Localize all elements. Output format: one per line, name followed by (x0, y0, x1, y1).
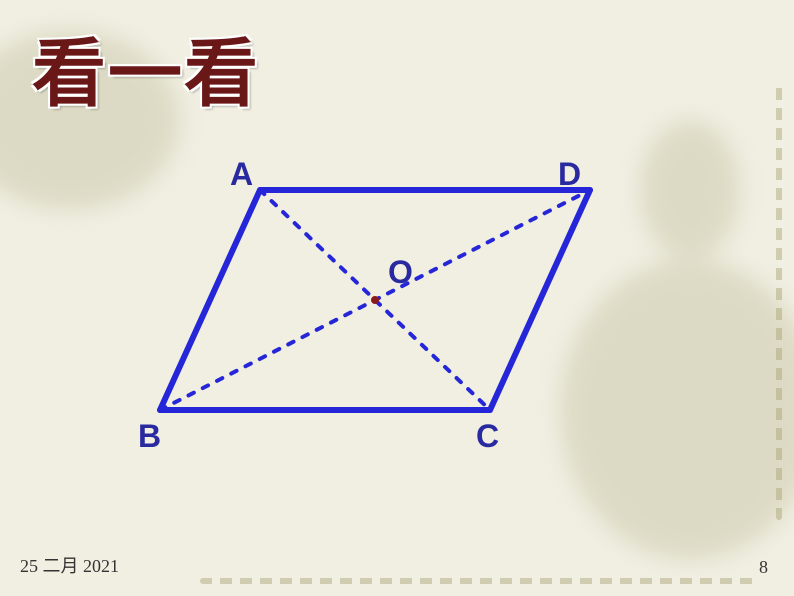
side-edge (490, 190, 590, 410)
watermark-blob (640, 120, 740, 260)
footer-date: 25 二月 2021 (20, 552, 119, 578)
footer-page-number: 8 (759, 557, 768, 578)
border-decoration (776, 80, 782, 520)
vertex-label-d: D (558, 156, 581, 193)
center-point (371, 296, 379, 304)
side-edge (160, 190, 260, 410)
vertex-label-b: B (138, 418, 161, 455)
slide-title: 看一看 (32, 14, 260, 121)
vertex-label-a: A (230, 156, 253, 193)
parallelogram-diagram: A D B C O (120, 150, 640, 470)
border-decoration (200, 578, 760, 584)
vertex-label-c: C (476, 418, 499, 455)
diagram-svg (120, 150, 640, 470)
vertex-label-o: O (388, 254, 413, 291)
